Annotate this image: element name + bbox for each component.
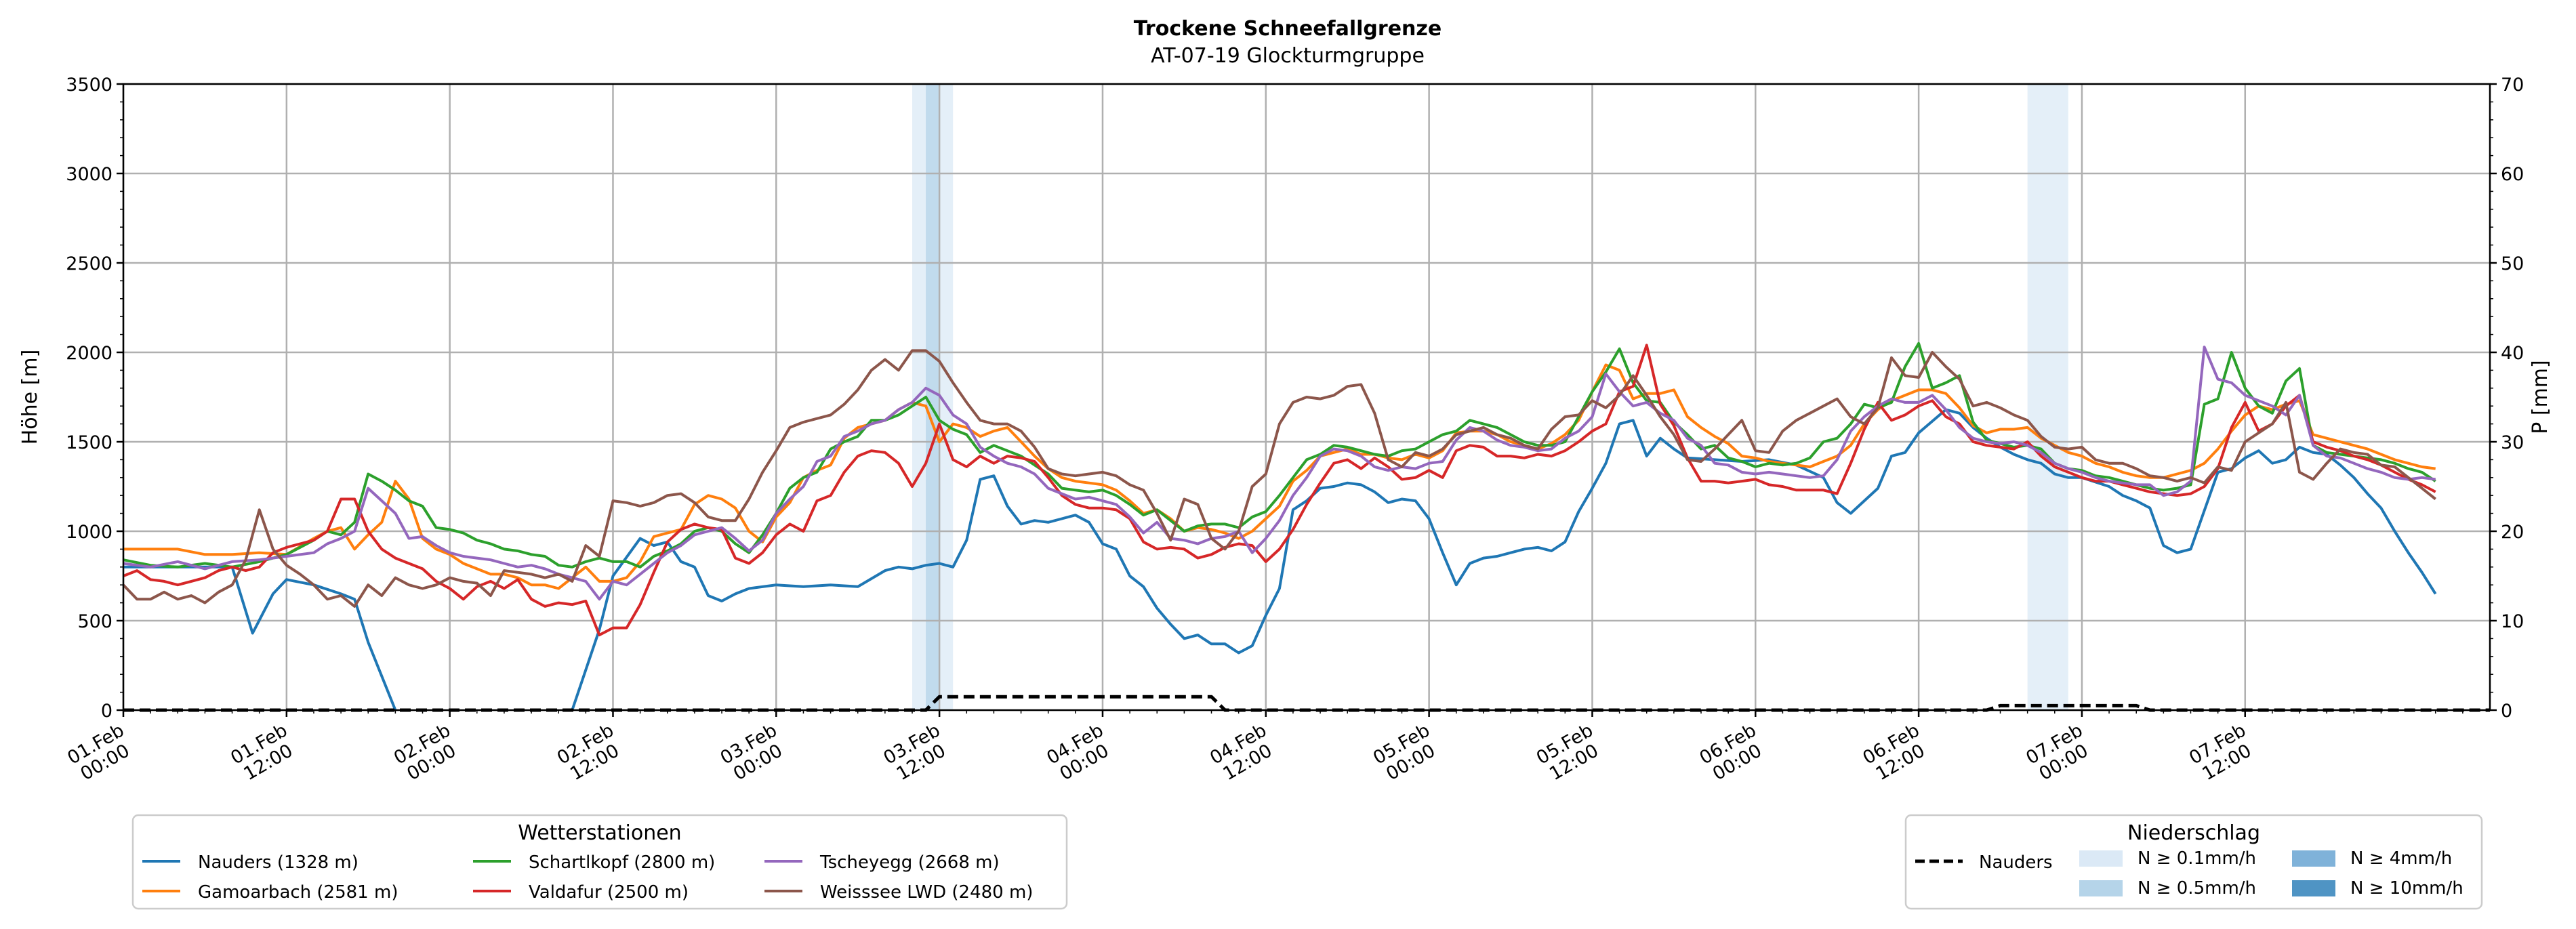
y2tick-label-6: 60 [2501, 164, 2524, 185]
xtick-label-8: 05.Feb00:00 [1370, 720, 1444, 786]
y2tick-label-2: 20 [2501, 522, 2524, 543]
legend-precipitation-frame [1904, 814, 2483, 910]
xtick-label-13: 07.Feb12:00 [2186, 720, 2260, 786]
ytick-label-3: 1500 [66, 432, 113, 453]
y2tick-label-5: 50 [2501, 253, 2524, 274]
xtick-label-11: 06.Feb12:00 [1860, 720, 1934, 786]
right-axis-ticks: 0 10 20 30 40 50 60 70 [2490, 75, 2524, 722]
xtick-label-0: 01.Feb00:00 [64, 720, 138, 786]
y2tick-label-7: 70 [2501, 75, 2524, 96]
xtick-label-5: 03.Feb12:00 [880, 720, 954, 786]
legend-precip-label-0: N ≥ 0.1mm/h [2138, 848, 2256, 869]
series-line-1-0 [123, 363, 2436, 590]
precip-band-2 [2027, 84, 2068, 710]
ytick-label-4: 2000 [66, 343, 113, 364]
left-axis-ticks: 0 500 1000 1500 2000 2500 3000 3500 [66, 75, 123, 722]
legend-precipitation-title: Niederschlag [2127, 821, 2260, 845]
xtick-label-7: 04.Feb12:00 [1206, 720, 1280, 786]
series-line-5-0 [122, 349, 2436, 608]
xtick-label-3: 02.Feb12:00 [554, 720, 628, 786]
precipitation-bands [912, 84, 2068, 710]
chart-title: Trockene Schneefallgrenze [1134, 17, 1442, 41]
y-axis-label: Höhe [m] [18, 350, 42, 445]
series-line-0-0 [123, 565, 397, 711]
ytick-label-0: 0 [101, 701, 113, 722]
legend-precip-label-3: N ≥ 10mm/h [2350, 878, 2463, 899]
xtick-label-12: 07.Feb00:00 [2022, 720, 2096, 786]
precip-line-nauders [123, 695, 2490, 712]
xtick-label-1: 01.Feb12:00 [227, 720, 301, 786]
legend-stations-frame [131, 814, 1068, 910]
series-line-4-0 [123, 346, 2436, 601]
precip-band-1 [926, 84, 940, 710]
xtick-label-9: 05.Feb12:00 [1533, 720, 1607, 786]
plot-frame [122, 83, 2491, 711]
chart-subtitle: AT-07-19 Glockturmgruppe [1151, 44, 1425, 68]
legend-station-label-4: Tscheyegg (2668 m) [819, 852, 1000, 873]
legend-station-label-0: Nauders (1328 m) [198, 852, 359, 873]
ytick-label-2: 1000 [66, 522, 113, 543]
legend-station-label-3: Valdafur (2500 m) [529, 882, 689, 903]
legend-station-label-2: Schartlkopf (2800 m) [529, 852, 715, 873]
legend-precip-label-2: N ≥ 4mm/h [2350, 848, 2452, 869]
legend-precip-swatch-1 [2079, 880, 2123, 896]
y2tick-label-0: 0 [2501, 701, 2512, 722]
ytick-label-5: 2500 [66, 253, 113, 274]
legend-precipitation-line-label: Nauders [1979, 852, 2053, 873]
legend-station-label-5: Weisssee LWD (2480 m) [820, 882, 1033, 903]
series-line-0-1 [571, 408, 2437, 711]
xtick-label-6: 04.Feb00:00 [1043, 720, 1117, 786]
series-line-3-0 [123, 344, 2436, 637]
series-lines [122, 342, 2437, 711]
xtick-label-2: 02.Feb00:00 [390, 720, 464, 786]
xtick-label-4: 03.Feb00:00 [717, 720, 791, 786]
ytick-label-7: 3500 [66, 75, 113, 96]
y2tick-label-4: 40 [2501, 343, 2524, 364]
x-axis-ticks: 01.Feb00:00 01.Feb12:00 02.Feb00:00 02.Feb1… [64, 710, 2463, 786]
legend-precip-swatch-3 [2292, 880, 2335, 896]
legend-station-label-1: Gamoarbach (2581 m) [198, 882, 398, 903]
legend-precip-label-1: N ≥ 0.5mm/h [2138, 878, 2256, 899]
y2tick-label-1: 10 [2501, 611, 2524, 632]
legend-precip-swatch-2 [2292, 850, 2335, 867]
legend-stations: Wetterstationen Nauders (1328 m) Gamoarba… [131, 814, 1068, 910]
legend-stations-title: Wetterstationen [518, 821, 681, 845]
y2tick-label-3: 30 [2501, 432, 2524, 453]
ytick-label-6: 3000 [66, 164, 113, 185]
y2-axis-label: P [mm] [2529, 360, 2552, 434]
precipitation-line [123, 695, 2490, 712]
legend-precip-swatch-0 [2079, 850, 2123, 867]
ytick-label-1: 500 [77, 611, 113, 632]
legend-precipitation: Niederschlag Nauders N ≥ 0.1mm/h N ≥ 0.5m… [1904, 814, 2483, 910]
xtick-label-10: 06.Feb00:00 [1696, 720, 1770, 786]
